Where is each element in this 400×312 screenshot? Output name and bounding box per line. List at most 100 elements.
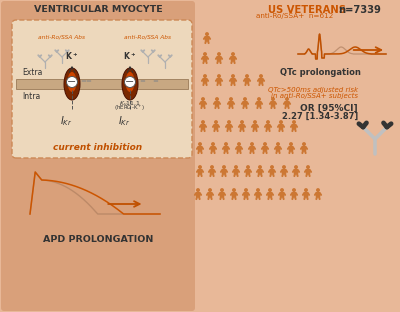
Circle shape	[244, 188, 248, 192]
Circle shape	[253, 120, 257, 124]
Text: OR [95%CI]: OR [95%CI]	[300, 104, 358, 113]
Circle shape	[270, 165, 274, 169]
Text: $I_{Kr}$: $I_{Kr}$	[60, 114, 72, 128]
FancyBboxPatch shape	[306, 169, 310, 174]
Circle shape	[294, 165, 298, 169]
Circle shape	[263, 142, 267, 146]
Circle shape	[302, 142, 306, 146]
FancyBboxPatch shape	[201, 124, 205, 129]
FancyBboxPatch shape	[201, 101, 205, 106]
Text: $I_{Kr}$: $I_{Kr}$	[118, 114, 130, 128]
Text: $\mathbf{K^+}$: $\mathbf{K^+}$	[124, 50, 136, 62]
Circle shape	[208, 188, 212, 192]
FancyBboxPatch shape	[217, 56, 221, 61]
FancyBboxPatch shape	[258, 169, 262, 174]
Circle shape	[289, 142, 293, 146]
Circle shape	[246, 165, 250, 169]
FancyBboxPatch shape	[214, 124, 218, 129]
FancyBboxPatch shape	[271, 101, 275, 106]
FancyBboxPatch shape	[243, 101, 247, 106]
Circle shape	[198, 165, 202, 169]
Text: APD PROLONGATION: APD PROLONGATION	[43, 236, 153, 245]
FancyBboxPatch shape	[302, 146, 306, 151]
FancyBboxPatch shape	[259, 78, 263, 83]
FancyBboxPatch shape	[282, 169, 286, 174]
Circle shape	[231, 52, 235, 56]
Circle shape	[280, 188, 284, 192]
FancyBboxPatch shape	[196, 192, 200, 197]
Text: Extra: Extra	[22, 68, 42, 77]
Circle shape	[196, 188, 200, 192]
FancyBboxPatch shape	[208, 192, 212, 197]
Circle shape	[201, 120, 205, 124]
FancyBboxPatch shape	[215, 101, 219, 106]
Circle shape	[258, 165, 262, 169]
FancyBboxPatch shape	[280, 192, 284, 197]
FancyBboxPatch shape	[1, 1, 195, 311]
Circle shape	[240, 120, 244, 124]
FancyBboxPatch shape	[292, 124, 296, 129]
Circle shape	[217, 74, 221, 78]
Text: anti-Ro/SSA+  n=612: anti-Ro/SSA+ n=612	[256, 13, 334, 19]
FancyBboxPatch shape	[244, 192, 248, 197]
FancyBboxPatch shape	[12, 20, 192, 158]
Circle shape	[229, 97, 233, 101]
Text: n=7339: n=7339	[338, 5, 381, 15]
Text: $K_v$11.1: $K_v$11.1	[119, 99, 141, 108]
FancyBboxPatch shape	[292, 192, 296, 197]
FancyBboxPatch shape	[237, 146, 241, 151]
Circle shape	[217, 52, 221, 56]
Circle shape	[232, 188, 236, 192]
Circle shape	[266, 120, 270, 124]
Circle shape	[203, 52, 207, 56]
Circle shape	[203, 74, 207, 78]
Circle shape	[124, 76, 136, 87]
Text: (hERG-K$^+$): (hERG-K$^+$)	[114, 103, 146, 113]
FancyBboxPatch shape	[246, 169, 250, 174]
FancyBboxPatch shape	[268, 192, 272, 197]
Circle shape	[243, 97, 247, 101]
FancyBboxPatch shape	[231, 56, 235, 61]
Text: =: =	[80, 78, 86, 84]
Text: =: =	[139, 78, 145, 84]
Circle shape	[271, 97, 275, 101]
Circle shape	[66, 76, 78, 87]
Circle shape	[210, 165, 214, 169]
Circle shape	[201, 97, 205, 101]
FancyBboxPatch shape	[285, 101, 289, 106]
Text: 2.27 [1.34-3.87]: 2.27 [1.34-3.87]	[282, 112, 358, 121]
Text: Intra: Intra	[22, 92, 40, 101]
Ellipse shape	[122, 68, 138, 100]
Text: current inhibition: current inhibition	[54, 143, 142, 152]
Circle shape	[234, 165, 238, 169]
FancyBboxPatch shape	[227, 124, 231, 129]
Text: anti-Ro/SSA Abs: anti-Ro/SSA Abs	[124, 35, 172, 40]
Circle shape	[215, 97, 219, 101]
FancyBboxPatch shape	[210, 169, 214, 174]
FancyBboxPatch shape	[220, 192, 224, 197]
FancyBboxPatch shape	[234, 169, 238, 174]
Text: −: −	[125, 76, 135, 86]
FancyBboxPatch shape	[250, 146, 254, 151]
FancyBboxPatch shape	[257, 101, 261, 106]
Text: in anti-Ro/SSA+ subjects: in anti-Ro/SSA+ subjects	[271, 93, 358, 99]
Circle shape	[250, 142, 254, 146]
FancyBboxPatch shape	[289, 146, 293, 151]
Circle shape	[231, 74, 235, 78]
FancyBboxPatch shape	[203, 78, 207, 83]
Circle shape	[257, 97, 261, 101]
Ellipse shape	[64, 68, 80, 100]
Circle shape	[198, 142, 202, 146]
Circle shape	[306, 165, 310, 169]
Circle shape	[211, 142, 215, 146]
Circle shape	[292, 188, 296, 192]
FancyBboxPatch shape	[232, 192, 236, 197]
FancyBboxPatch shape	[294, 169, 298, 174]
Text: QTc>500ms adjusted risk: QTc>500ms adjusted risk	[268, 87, 358, 93]
FancyBboxPatch shape	[304, 192, 308, 197]
Text: anti-Ro/SSA Abs: anti-Ro/SSA Abs	[38, 35, 86, 40]
FancyBboxPatch shape	[256, 192, 260, 197]
FancyBboxPatch shape	[231, 78, 235, 83]
Ellipse shape	[68, 72, 76, 92]
Circle shape	[227, 120, 231, 124]
